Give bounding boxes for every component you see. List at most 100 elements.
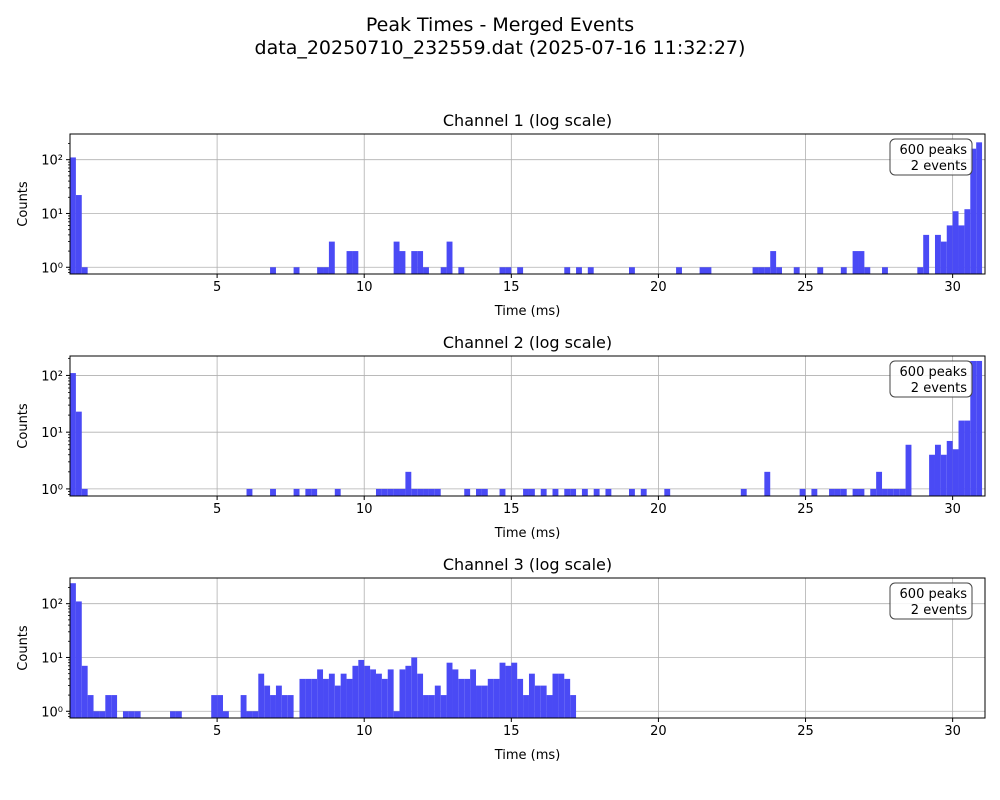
- histogram-bar: [70, 157, 76, 274]
- x-axis-label: Time (ms): [494, 526, 561, 541]
- axes-frame: [69, 355, 986, 497]
- histogram-bar: [770, 251, 777, 274]
- histogram-bar: [905, 444, 912, 496]
- histogram-bar: [505, 267, 512, 274]
- histogram-bar: [364, 665, 371, 718]
- histogram-bar: [328, 241, 335, 274]
- histogram-bar: [128, 711, 135, 718]
- y-axis-label: Counts: [16, 625, 31, 671]
- histogram-bar: [393, 711, 400, 718]
- x-tick-label: 20: [650, 502, 667, 517]
- histogram-bar: [323, 678, 329, 718]
- histogram-bar: [423, 695, 429, 718]
- histogram-bar: [481, 488, 488, 496]
- histogram-bar: [240, 695, 247, 718]
- histogram-bar: [70, 583, 76, 718]
- y-axis-label: Counts: [16, 403, 31, 449]
- axes-frame: [69, 577, 986, 719]
- histogram-bar: [934, 444, 941, 496]
- histogram-bar: [858, 251, 865, 274]
- histogram-bar: [876, 471, 883, 496]
- histogram-bar: [305, 678, 312, 718]
- histogram-bar: [405, 665, 412, 718]
- histogram-bar: [411, 657, 418, 718]
- histogram-bar: [381, 488, 388, 496]
- histogram-bar: [340, 673, 347, 718]
- y-tick-label: 10¹: [41, 207, 63, 222]
- x-tick-label: 30: [944, 724, 961, 739]
- histogram-bar: [305, 488, 312, 496]
- histogram-bar: [511, 662, 518, 718]
- histogram-bar: [793, 267, 800, 274]
- histogram-bar: [528, 488, 535, 496]
- histogram-bar: [352, 665, 359, 718]
- histogram-bar: [434, 685, 441, 718]
- histogram-bar: [523, 488, 529, 496]
- histogram-bar: [946, 440, 953, 496]
- histogram-bar: [411, 251, 418, 274]
- histogram-bar: [958, 420, 965, 496]
- x-tick-label: 15: [503, 502, 520, 517]
- histogram-bar: [752, 267, 759, 274]
- histogram-bar: [399, 488, 406, 496]
- annotation-box: [889, 360, 973, 398]
- histogram-bar: [417, 673, 424, 718]
- histogram-bar: [270, 488, 276, 496]
- histogram-bar: [505, 665, 512, 718]
- y-tick-label: 10¹: [41, 426, 63, 441]
- histogram-bar: [275, 685, 282, 718]
- channel-2-panel: 5 10 15 20 25 30 10⁰ 10¹ 10² Channel 2 (log scale…: [16, 333, 986, 541]
- histogram-bar: [464, 488, 471, 496]
- histogram-bar: [293, 267, 300, 274]
- histogram-bar: [523, 695, 529, 718]
- annotation-box: [889, 582, 973, 620]
- histogram-bar: [976, 142, 983, 274]
- histogram-bar: [517, 267, 524, 274]
- histogram-bar: [393, 488, 400, 496]
- y-tick-label: 10⁰: [41, 261, 63, 276]
- histogram-bar: [346, 678, 353, 718]
- histogram-bar: [764, 267, 771, 274]
- annotation-events: 2 events: [911, 381, 967, 396]
- histogram-bar: [458, 678, 465, 718]
- histogram-bar: [929, 454, 935, 496]
- histogram-bar: [940, 241, 947, 274]
- y-axis-label: Counts: [16, 181, 31, 227]
- histogram-bar: [270, 267, 276, 274]
- histogram-bar: [570, 488, 577, 496]
- histogram-bar: [411, 488, 418, 496]
- histogram-bar: [564, 488, 571, 496]
- histogram-bar: [217, 695, 223, 718]
- histogram-bar: [758, 267, 765, 274]
- histogram-bar: [629, 267, 635, 274]
- histogram-bar: [923, 234, 930, 274]
- histogram-bar: [311, 488, 318, 496]
- histogram-bar: [328, 673, 335, 718]
- histogram-bar: [175, 711, 182, 718]
- histogram-bar: [740, 488, 747, 496]
- figure-subtitle: data_20250710_232559.dat (2025-07-16 11:…: [254, 37, 746, 59]
- histogram-bar: [87, 695, 94, 718]
- histogram-bar: [470, 669, 477, 718]
- histogram-bar: [70, 373, 76, 496]
- x-axis-label: Time (ms): [494, 748, 561, 763]
- histogram-bar: [887, 488, 894, 496]
- histogram-bar: [222, 711, 229, 718]
- histogram-bar: [893, 488, 900, 496]
- histogram-bar: [346, 251, 353, 274]
- histogram-bar: [799, 488, 806, 496]
- histogram-bar: [952, 449, 959, 496]
- histogram-bar: [499, 488, 506, 496]
- histogram-bar: [481, 685, 488, 718]
- histogram-bar: [170, 711, 176, 718]
- histogram-bar: [958, 225, 965, 274]
- histogram-bar: [558, 673, 565, 718]
- histogram-bar: [964, 209, 971, 274]
- x-tick-label: 15: [503, 280, 520, 295]
- histogram-bar: [81, 665, 88, 718]
- histogram-bar: [334, 685, 341, 718]
- histogram-bar: [375, 673, 382, 718]
- histogram-bar: [593, 488, 600, 496]
- x-tick-label: 10: [356, 280, 373, 295]
